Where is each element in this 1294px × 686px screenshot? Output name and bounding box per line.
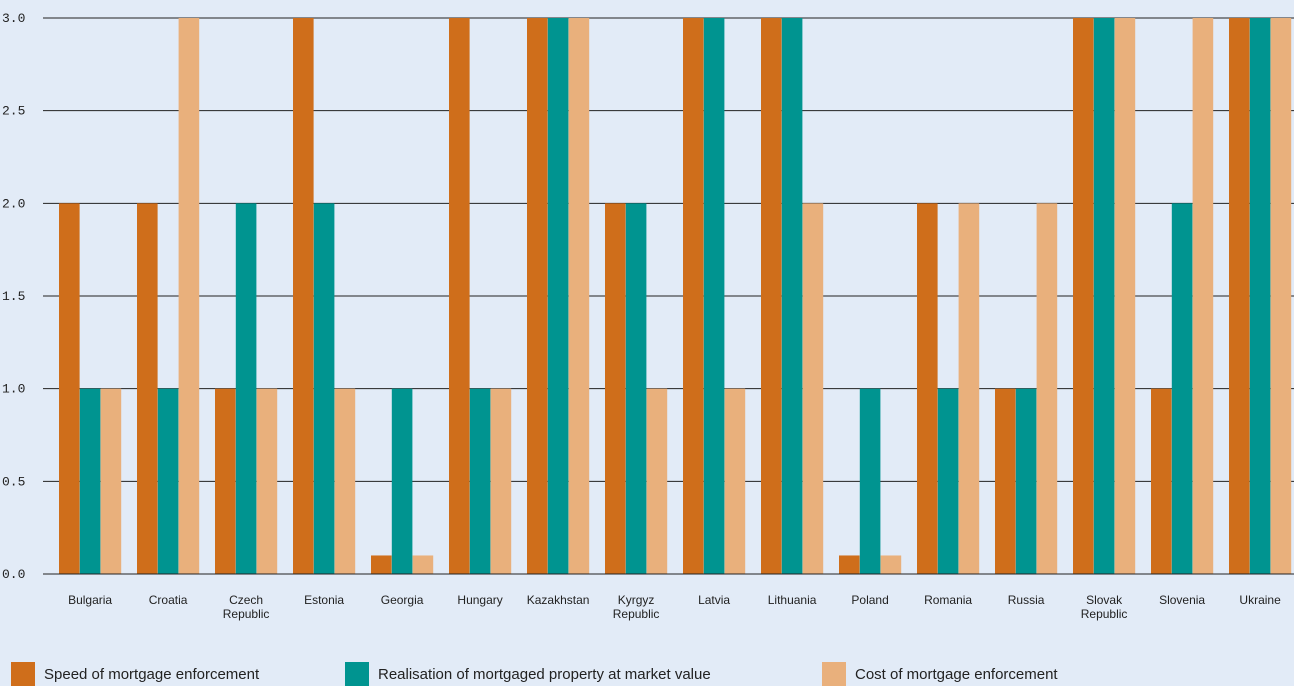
legend-swatch-speed <box>11 662 35 686</box>
bar <box>646 388 668 574</box>
bar <box>839 555 860 574</box>
bar <box>761 18 782 574</box>
bar <box>391 388 413 574</box>
bar <box>449 18 470 574</box>
bar <box>547 18 569 574</box>
legend-item-speed: Speed of mortgage enforcement <box>11 662 259 686</box>
legend-swatch-cost <box>822 662 846 686</box>
y-tick-label: 0.0 <box>2 567 25 582</box>
bar <box>802 203 824 574</box>
bar <box>1114 18 1136 574</box>
bar <box>917 203 938 574</box>
x-tick-label: Republic <box>613 607 660 621</box>
bar <box>1270 18 1292 574</box>
legend-label-realisation: Realisation of mortgaged property at mar… <box>378 665 711 683</box>
bar <box>1093 18 1115 574</box>
bar <box>235 203 257 574</box>
bar <box>1229 18 1250 574</box>
y-tick-label: 2.5 <box>2 104 25 119</box>
bar <box>313 203 335 574</box>
bar <box>371 555 392 574</box>
x-tick-label: Russia <box>1008 593 1045 607</box>
bar <box>527 18 548 574</box>
bar <box>781 18 803 574</box>
bar <box>958 203 980 574</box>
x-tick-label: Kyrgyz <box>618 593 655 607</box>
bar <box>995 388 1016 574</box>
bar <box>859 388 881 574</box>
x-tick-label: Hungary <box>457 593 502 607</box>
bar <box>137 203 158 574</box>
y-tick-label: 1.5 <box>2 289 25 304</box>
bar <box>334 388 356 574</box>
bar <box>1192 18 1214 574</box>
bar <box>293 18 314 574</box>
bar <box>469 388 491 574</box>
legend: Speed of mortgage enforcement Realisatio… <box>0 662 1294 686</box>
x-tick-label: Poland <box>851 593 888 607</box>
bar <box>1015 388 1037 574</box>
x-tick-label: Slovenia <box>1159 593 1205 607</box>
x-tick-label: Republic <box>223 607 270 621</box>
x-tick-label: Georgia <box>381 593 424 607</box>
bar <box>490 388 512 574</box>
bar <box>215 388 236 574</box>
bar <box>256 388 278 574</box>
legend-item-cost: Cost of mortgage enforcement <box>822 662 1058 686</box>
bar <box>100 388 122 574</box>
bar <box>157 388 179 574</box>
legend-swatch-realisation <box>345 662 369 686</box>
x-tick-label: Latvia <box>698 593 730 607</box>
bar <box>1073 18 1094 574</box>
bar <box>568 18 590 574</box>
y-tick-label: 0.5 <box>2 474 25 489</box>
x-tick-label: Romania <box>924 593 972 607</box>
bar <box>625 203 647 574</box>
x-tick-label: Kazakhstan <box>527 593 590 607</box>
bar <box>178 18 200 574</box>
legend-item-realisation: Realisation of mortgaged property at mar… <box>345 662 711 686</box>
bar <box>79 388 101 574</box>
bar <box>880 555 902 574</box>
y-tick-label: 2.0 <box>2 196 25 211</box>
x-tick-label: Ukraine <box>1239 593 1281 607</box>
bar <box>412 555 434 574</box>
x-tick-label: Croatia <box>149 593 188 607</box>
legend-label-speed: Speed of mortgage enforcement <box>44 665 260 683</box>
x-tick-label: Bulgaria <box>68 593 112 607</box>
bar <box>703 18 725 574</box>
x-tick-label: Republic <box>1081 607 1128 621</box>
bar <box>1249 18 1271 574</box>
legend-label-cost: Cost of mortgage enforcement <box>855 665 1058 683</box>
bar <box>937 388 959 574</box>
bar <box>1151 388 1172 574</box>
bar <box>59 203 80 574</box>
y-tick-label: 3.0 <box>2 11 25 26</box>
bar-chart-plot: 0.0 0.5 1.0 1.5 2.0 2.5 3.0 Bulgaria Croatia Czec… <box>2 11 1294 621</box>
y-tick-label: 1.0 <box>2 382 25 397</box>
x-tick-label: Estonia <box>304 593 344 607</box>
x-tick-label: Czech <box>229 593 263 607</box>
bar <box>1171 203 1193 574</box>
bar <box>683 18 704 574</box>
x-tick-label: Lithuania <box>768 593 817 607</box>
x-tick-label: Slovak <box>1086 593 1123 607</box>
bar <box>724 388 746 574</box>
bar <box>1036 203 1058 574</box>
bar <box>605 203 626 574</box>
